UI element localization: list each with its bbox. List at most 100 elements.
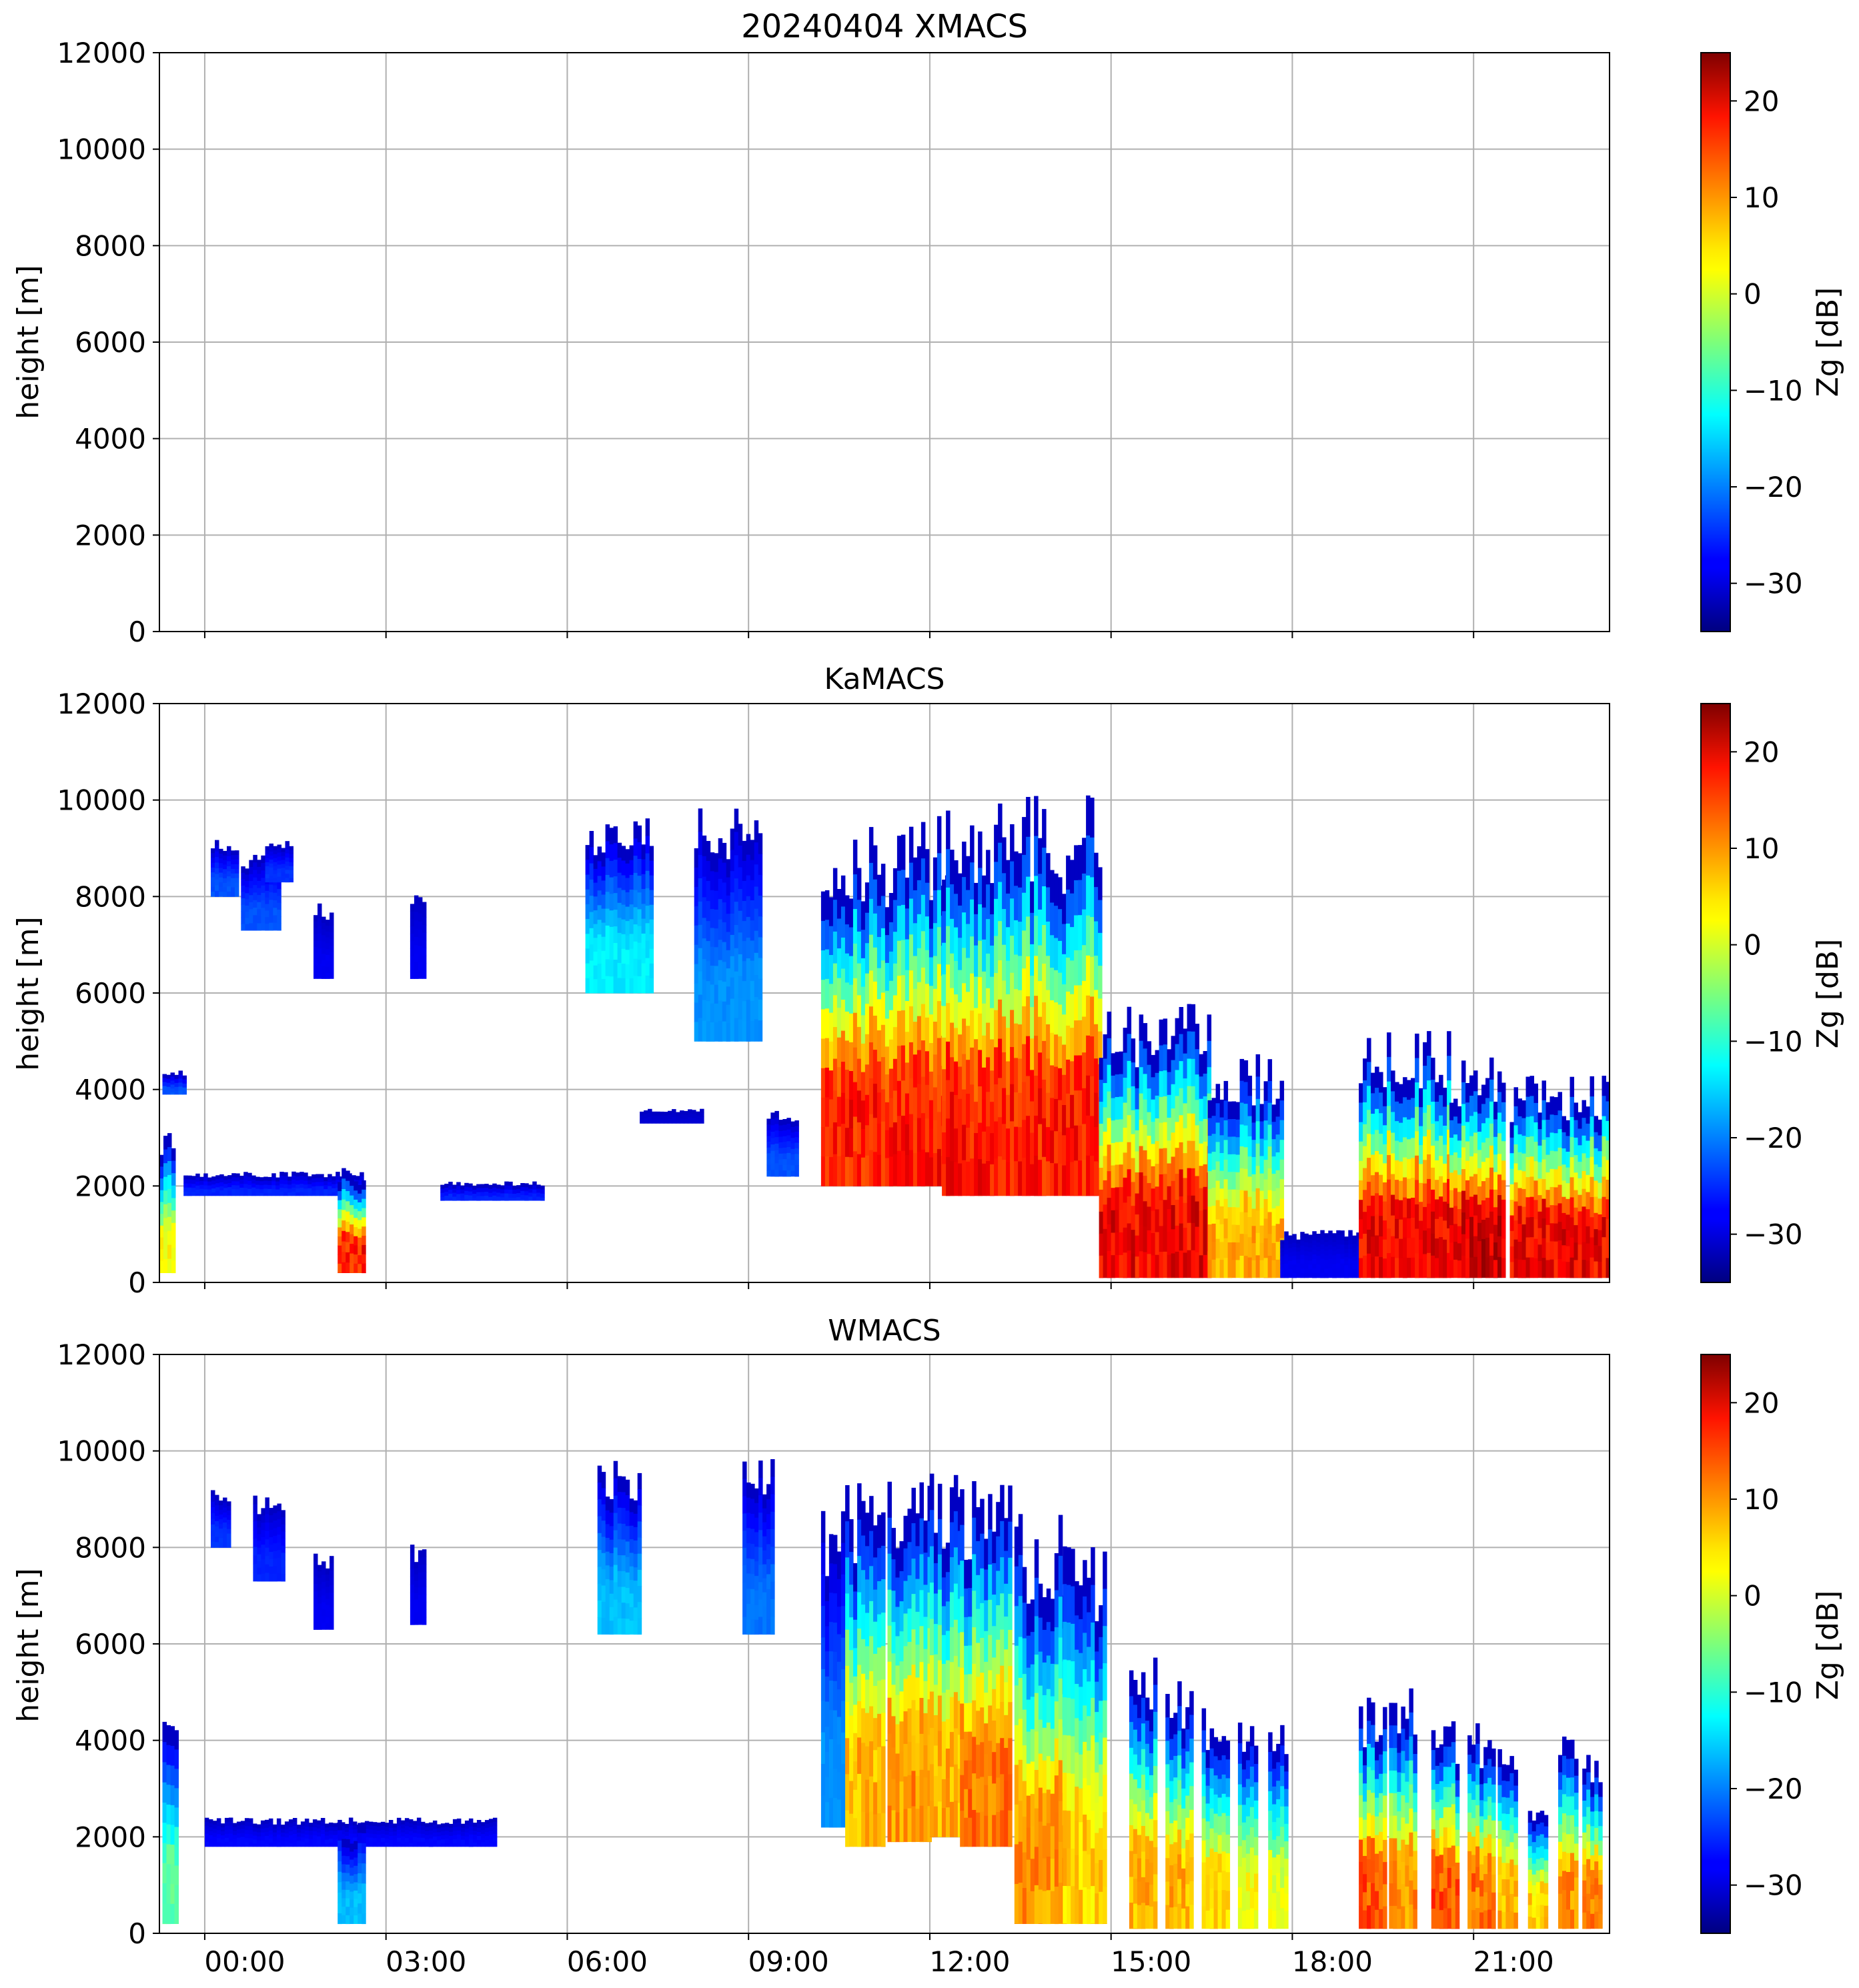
wmacs-echo-cell [820, 1764, 826, 1796]
kamacs-echo-cell [1042, 964, 1047, 1003]
kamacs-echo-cell [601, 964, 606, 980]
kamacs-echo-cell [170, 1092, 175, 1095]
wmacs-echo-cell [174, 1730, 179, 1750]
kamacs-echo-cell [1094, 887, 1099, 922]
wmacs-echo-cell [881, 1779, 886, 1814]
kamacs-echo-cell [1570, 1197, 1574, 1218]
kamacs-echo-cell [668, 1118, 672, 1124]
wmacs-echo-cell [869, 1811, 874, 1847]
kamacs-echo-cell [1034, 1076, 1039, 1116]
kamacs-echo-cell [1151, 1077, 1156, 1100]
kamacs-echo-cell [1227, 1154, 1233, 1172]
kamacs-echo-cell [354, 1199, 358, 1210]
wmacs-echo-cell [762, 1564, 767, 1579]
kamacs-echo-cell [295, 1188, 300, 1193]
kamacs-echo-cell [227, 861, 231, 867]
kamacs-echo-cell [645, 993, 650, 994]
kamacs-echo-cell [1453, 1206, 1458, 1224]
kamacs-echo-cell [613, 843, 618, 860]
kamacs-echo-cell [227, 1175, 232, 1180]
kamacs-echo-cell [162, 1078, 167, 1082]
kamacs-echo-cell [414, 912, 419, 921]
wmacs-echo-cell [362, 1823, 366, 1834]
kamacs-echo-cell [279, 1176, 284, 1180]
wmacs-echo-cell [436, 1836, 442, 1841]
kamacs-echo-cell [734, 808, 739, 832]
wmacs-echo-cell [899, 1751, 904, 1782]
kamacs-echo-cell [251, 1183, 256, 1188]
wmacs-echo-cell [436, 1832, 442, 1837]
wmacs-echo-cell [492, 1821, 498, 1827]
wmacs-echo-cell [272, 1828, 277, 1833]
kamacs-echo-cell [1155, 1118, 1160, 1142]
wmacs-echo-cell [746, 1497, 751, 1513]
kamacs-echo-cell [1086, 835, 1091, 876]
wmacs-echo-cell [877, 1813, 882, 1847]
kamacs-echo-cell [794, 1159, 799, 1166]
kamacs-echo-cell [418, 897, 423, 906]
kamacs-echo-cell [1375, 1108, 1379, 1130]
kamacs-echo-cell [766, 1158, 771, 1165]
wmacs-echo-cell [277, 1503, 281, 1512]
kamacs-echo-cell [892, 1027, 898, 1060]
kamacs-echo [694, 808, 763, 1042]
kamacs-echo-cell [1235, 1154, 1241, 1173]
kamacs-echo-cell [1407, 1178, 1411, 1199]
kamacs-echo-cell [275, 1181, 280, 1186]
kamacs-echo-cell [1443, 1106, 1447, 1126]
kamacs-echo-cell [1517, 1152, 1522, 1171]
wmacs-echo-cell [248, 1838, 253, 1843]
kamacs-echo-cell [414, 928, 419, 938]
kamacs-echo-cell [912, 1153, 918, 1186]
kamacs-echo-cell [318, 948, 322, 957]
kamacs-echo-cell [722, 882, 727, 903]
kamacs-echo-cell [326, 966, 330, 973]
kamacs-echo-cell [265, 862, 269, 867]
kamacs-echo-cell [1304, 1246, 1309, 1252]
wmacs-echo-cell [456, 1830, 462, 1835]
kamacs-echo-cell [820, 920, 826, 951]
kamacs-echo-cell [1359, 1258, 1363, 1278]
kamacs-echo-cell [593, 882, 598, 897]
kamacs-echo-cell [1566, 1230, 1570, 1247]
wmacs-echo-cell [857, 1737, 862, 1775]
kamacs-echo-cell [832, 1058, 838, 1091]
kamacs-echo-cell [864, 1155, 870, 1186]
kamacs-echo-cell [1465, 1180, 1470, 1200]
kamacs-echo-cell [1058, 909, 1063, 942]
kamacs-echo-cell [1578, 1178, 1582, 1196]
kamacs-echo-cell [1419, 1107, 1423, 1127]
kamacs-echo-cell [512, 1194, 517, 1198]
kamacs-echo-cell [593, 952, 598, 966]
kamacs-echo-cell [692, 1122, 696, 1124]
kamacs-echo-cell [1602, 1217, 1606, 1238]
kamacs-echo-cell [1147, 1088, 1152, 1113]
kamacs-echo-cell [358, 1255, 362, 1264]
kamacs-echo-cell [418, 905, 423, 914]
wmacs-echo-cell [211, 1541, 215, 1548]
wmacs-echo-cell [758, 1582, 763, 1600]
kamacs-echo-cell [460, 1189, 465, 1194]
wmacs-echo-cell [923, 1681, 928, 1714]
wmacs-echo-cell [376, 1838, 382, 1843]
kamacs-echo-cell [1545, 1120, 1550, 1138]
kamacs-echo-cell [824, 1156, 830, 1186]
kamacs-echo-cell [908, 862, 914, 899]
kamacs-echo-cell [649, 919, 654, 935]
kamacs-echo-cell [1443, 1088, 1447, 1107]
kamacs-echo-cell [734, 832, 739, 856]
wmacs-echo-cell [312, 1819, 318, 1824]
kamacs-echo-cell [1243, 1234, 1249, 1256]
kamacs-echo-cell [1541, 1258, 1546, 1278]
wmacs-echo-cell [464, 1824, 470, 1829]
kamacs-echo-cell [1517, 1170, 1522, 1188]
kamacs-echo-cell [966, 1128, 971, 1162]
wmacs-echo-cell [358, 1833, 362, 1844]
wmacs-echo-cell [919, 1805, 924, 1843]
wmacs-echo-cell [261, 1508, 265, 1516]
wmacs-echo-cell [766, 1559, 771, 1575]
kamacs-echo-cell [888, 1010, 894, 1040]
wmacs-echo-cell [326, 1617, 330, 1624]
kamacs-echo-cell [774, 1143, 779, 1151]
kamacs-echo-cell [649, 948, 654, 964]
